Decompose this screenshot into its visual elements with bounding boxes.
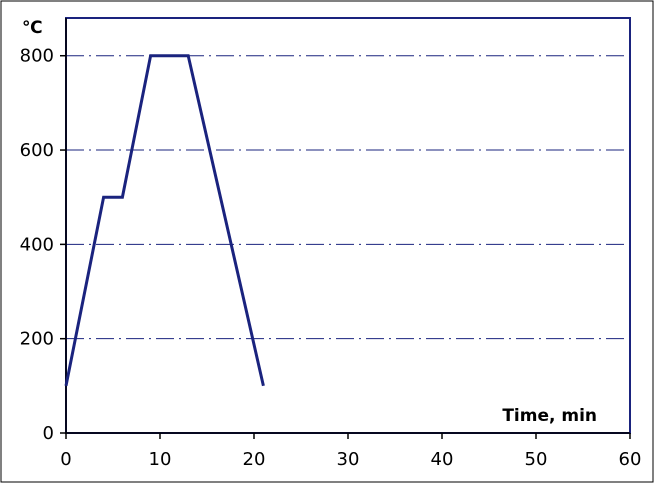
x-tick-label-0: 0 [60, 449, 71, 470]
x-tick-label-50: 50 [525, 449, 548, 470]
x-tick-label-20: 20 [243, 449, 266, 470]
y-tick-label-400: 400 [20, 234, 54, 255]
x-tick-labels: 0 10 20 30 40 50 60 [60, 449, 641, 470]
y-axis-title: ℃ [22, 18, 43, 38]
x-tick-label-30: 30 [337, 449, 360, 470]
series-line-0 [64, 54, 265, 387]
tick-marks [60, 54, 631, 439]
series-layer [64, 54, 265, 387]
y-tick-label-600: 600 [20, 140, 54, 161]
x-axis-title: Time, min [502, 406, 597, 426]
x-tick-label-10: 10 [149, 449, 172, 470]
y-tick-label-800: 800 [20, 46, 54, 67]
y-tick-label-0: 0 [43, 423, 54, 444]
y-tick-label-200: 200 [20, 329, 54, 350]
x-tick-label-60: 60 [619, 449, 642, 470]
y-tick-labels: 0 200 400 600 800 [20, 46, 54, 444]
x-tick-label-40: 40 [431, 449, 454, 470]
